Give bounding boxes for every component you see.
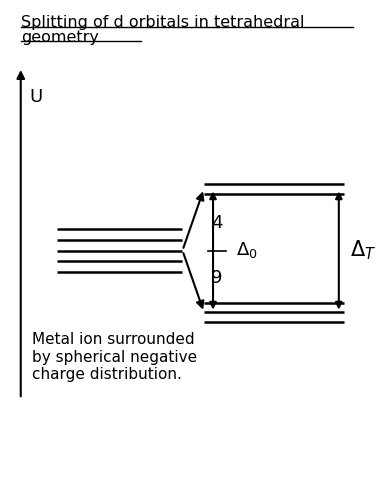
Text: U: U <box>30 88 43 106</box>
Text: 9: 9 <box>211 269 223 287</box>
Text: Splitting of d orbitals in tetrahedral: Splitting of d orbitals in tetrahedral <box>21 15 304 30</box>
Text: 4: 4 <box>211 214 223 232</box>
Text: $\Delta_0$: $\Delta_0$ <box>236 240 258 261</box>
Text: geometry: geometry <box>21 30 99 45</box>
Text: Metal ion surrounded
by spherical negative
charge distribution.: Metal ion surrounded by spherical negati… <box>32 332 197 382</box>
Text: $\Delta_T$: $\Delta_T$ <box>350 238 376 263</box>
